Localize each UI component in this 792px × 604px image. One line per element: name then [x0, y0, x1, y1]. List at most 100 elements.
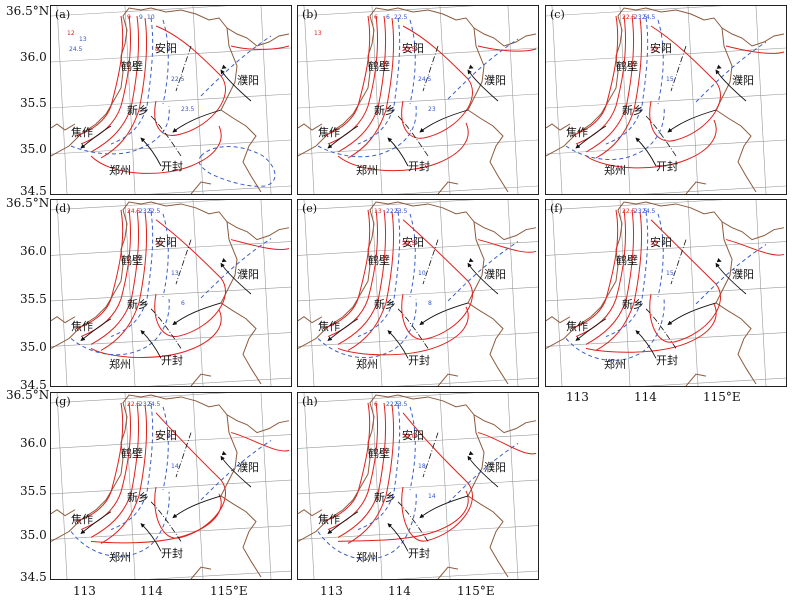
city-label-xinxiang: 新乡	[622, 104, 644, 117]
city-label-hebi: 鹤壁	[121, 254, 143, 267]
contour-value-label: 18	[418, 463, 426, 470]
contour-value-label: 23	[428, 106, 436, 113]
province-border-sw	[546, 123, 571, 131]
contour-value-label: 22.5	[622, 14, 636, 21]
city-label-anyang: 安阳	[155, 236, 177, 249]
contour-value-label: 13	[374, 208, 382, 215]
contour-value-label: 15	[666, 76, 674, 83]
contour-value-label: 24.5	[147, 401, 161, 408]
y-tick-36.0-row3: 36.0	[20, 436, 47, 450]
province-border-east	[220, 221, 262, 385]
red-contours	[570, 209, 785, 353]
city-label-jiaozuo: 焦作	[318, 126, 340, 139]
city-label-kaifeng: 开封	[408, 547, 430, 560]
red-contours	[75, 15, 290, 174]
province-border-east	[467, 414, 509, 578]
province-border-sw	[51, 316, 76, 324]
city-label-jiaozuo: 焦作	[566, 126, 588, 139]
map-panel-g: (g) 安阳 鹤壁 濮阳 新乡 焦作 郑州 开封 22.5 23.5 24.5 13 14	[50, 392, 292, 580]
province-border-s	[190, 181, 212, 194]
province-border-east	[467, 221, 509, 385]
contour-value-label: 23.5	[402, 46, 416, 53]
city-label-xinxiang: 新乡	[374, 491, 396, 504]
city-label-kaifeng: 开封	[656, 160, 678, 173]
contour-value-label: 24	[155, 240, 163, 247]
map-svg	[298, 200, 538, 386]
city-label-kaifeng: 开封	[408, 160, 430, 173]
city-label-anyang: 安阳	[402, 429, 424, 442]
x-tick-114-h: 114	[388, 584, 411, 598]
contour-value-label: 13	[650, 240, 658, 247]
map-panel-d: (d) 安阳 鹤壁 濮阳 新乡 焦作 郑州 开封 24.5 23.5 22.5 24 13 6	[50, 199, 292, 387]
city-label-xinxiang: 新乡	[374, 298, 396, 311]
contour-value-label: 13	[314, 30, 322, 37]
contour-value-label: 13	[79, 36, 87, 43]
contour-value-label: 22.5	[171, 76, 185, 83]
blue-dashed-contours	[317, 17, 519, 158]
contour-value-label: 24.5	[402, 240, 416, 247]
city-label-zhengzhou: 郑州	[356, 551, 378, 564]
city-label-xinxiang: 新乡	[127, 298, 149, 311]
map-svg	[51, 393, 291, 579]
y-tick-36.0: 36.0	[20, 50, 47, 64]
contour-value-label: 23.5	[181, 106, 195, 113]
x-tick-114-f: 114	[634, 390, 657, 404]
contour-value-label: 10	[147, 14, 155, 21]
city-label-jiaozuo: 焦作	[71, 320, 93, 333]
streamlines	[327, 239, 499, 359]
blue-dashed-contours	[70, 17, 276, 187]
panel-label: (h)	[302, 395, 318, 408]
graticule	[298, 6, 538, 194]
contour-value-label: 22.5	[147, 208, 161, 215]
province-border-sw	[298, 509, 323, 517]
province-border-sw	[298, 123, 323, 131]
map-svg	[546, 200, 786, 386]
map-panel-b: (b) 安阳 鹤壁 濮阳 新乡 焦作 郑州 开封 6 6 22.5 23.5 24.5 23 13	[297, 5, 539, 195]
y-tick-36.5: 36.5°N	[6, 4, 50, 18]
city-label-jiaozuo: 焦作	[566, 320, 588, 333]
panel-label: (e)	[302, 202, 318, 215]
city-label-kaifeng: 开封	[161, 354, 183, 367]
y-tick-35.0-row2: 35.0	[20, 340, 47, 354]
city-label-puyang: 濮阳	[484, 74, 506, 87]
panel-label: (c)	[550, 8, 565, 21]
city-label-xinxiang: 新乡	[127, 104, 149, 117]
x-tick-113-g: 113	[73, 584, 96, 598]
province-border-east	[220, 27, 262, 193]
x-tick-115-h: 115°E	[457, 584, 495, 598]
city-label-hebi: 鹤壁	[121, 447, 143, 460]
city-label-kaifeng: 开封	[408, 354, 430, 367]
map-panel-a: (a) 安阳 鹤壁 濮阳 新乡 焦作 郑州 开封 9 9 10 8 22.5 23.5 12 13 24.5	[50, 5, 292, 195]
contour-value-label: 22.5	[127, 401, 141, 408]
y-tick-35.5: 35.5	[20, 96, 47, 110]
city-label-hebi: 鹤壁	[368, 447, 390, 460]
city-label-puyang: 濮阳	[732, 268, 754, 281]
red-contours	[75, 209, 290, 358]
province-border-east	[467, 27, 509, 193]
city-label-jiaozuo: 焦作	[318, 320, 340, 333]
province-border-sw	[51, 123, 76, 131]
contour-value-label: 9	[127, 14, 131, 21]
y-tick-34.5-row2: 34.5	[20, 378, 47, 392]
city-label-puyang: 濮阳	[237, 74, 259, 87]
streamlines	[80, 432, 252, 552]
province-border-sw	[51, 509, 76, 517]
province-border	[298, 201, 537, 349]
city-label-puyang: 濮阳	[237, 461, 259, 474]
contour-value-label: 24.5	[69, 46, 83, 53]
x-tick-113-f: 113	[566, 390, 589, 404]
city-label-zhengzhou: 郑州	[604, 358, 626, 371]
map-svg	[51, 6, 291, 194]
map-panel-e: (e) 安阳 鹤壁 濮阳 新乡 焦作 郑州 开封 13 22.5 23.5 24.5 10 8	[297, 199, 539, 387]
contour-value-label: 6	[386, 14, 390, 21]
y-tick-35.5-row3: 35.5	[20, 484, 47, 498]
y-tick-34.5-row3: 34.5	[20, 570, 47, 584]
contour-value-label: 10	[418, 270, 426, 277]
map-svg	[298, 6, 538, 194]
contour-value-label: 24.5	[418, 76, 432, 83]
contour-value-label: 13	[650, 46, 658, 53]
city-label-zhengzhou: 郑州	[109, 358, 131, 371]
y-tick-35.5-row2: 35.5	[20, 292, 47, 306]
streamlines	[327, 432, 499, 552]
province-border-s	[437, 373, 459, 386]
